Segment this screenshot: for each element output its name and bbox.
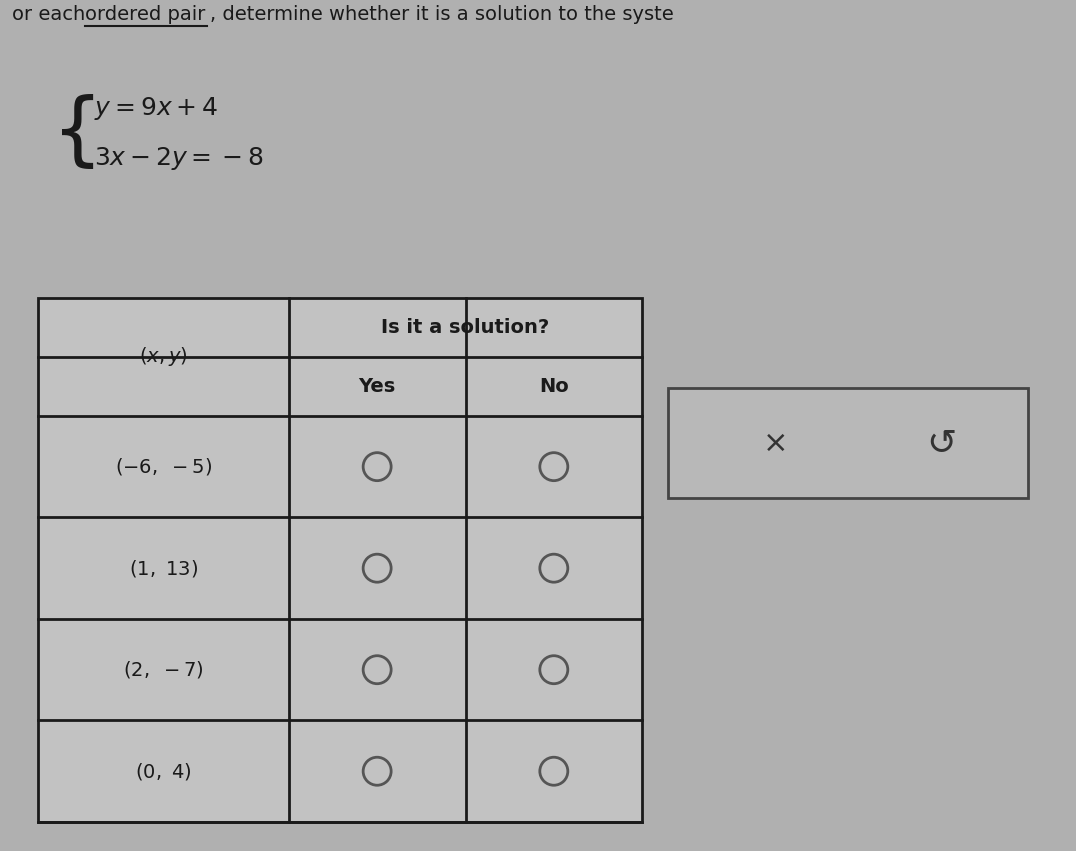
Text: Is it a solution?: Is it a solution? <box>381 318 550 337</box>
Bar <box>668 388 1028 498</box>
Text: No: No <box>539 377 569 396</box>
Text: ordered pair: ordered pair <box>85 5 206 24</box>
Text: $3x - 2y = -8$: $3x - 2y = -8$ <box>94 145 264 172</box>
Text: $y = 9x + 4$: $y = 9x + 4$ <box>94 94 218 122</box>
Text: , determine whether it is a solution to the syste: , determine whether it is a solution to … <box>210 5 674 24</box>
Text: ×: × <box>763 429 789 458</box>
Bar <box>38 298 642 822</box>
Text: or each: or each <box>12 5 91 24</box>
Text: Yes: Yes <box>358 377 396 396</box>
Text: $(-6,\ -5)$: $(-6,\ -5)$ <box>115 456 212 477</box>
Text: $(1,\ 13)$: $(1,\ 13)$ <box>129 557 198 579</box>
Text: $(0,\ 4)$: $(0,\ 4)$ <box>134 761 192 782</box>
Text: $(2,\ -7)$: $(2,\ -7)$ <box>123 660 203 680</box>
Text: {: { <box>52 94 103 172</box>
Text: ↺: ↺ <box>926 426 957 460</box>
Text: $(x, y)$: $(x, y)$ <box>139 346 187 368</box>
